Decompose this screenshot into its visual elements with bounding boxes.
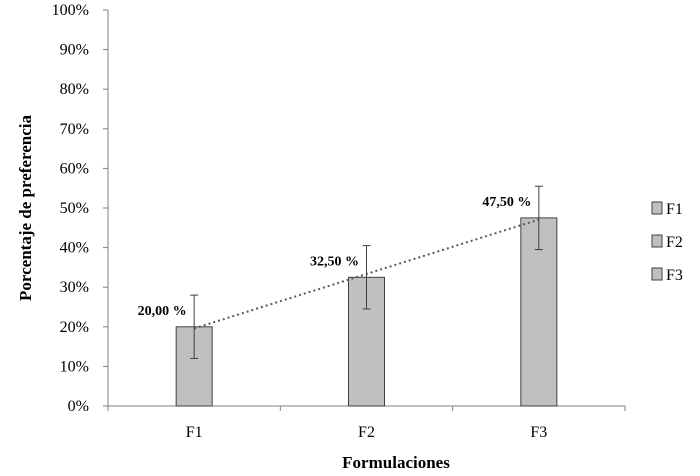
y-tick-label: 80%	[60, 81, 89, 98]
legend: F1 F2 F3	[651, 201, 683, 284]
y-tick-label: 100%	[52, 2, 89, 19]
y-axis-title: Porcentaje de preferencia	[16, 115, 35, 301]
y-tick-label: 50%	[60, 200, 89, 217]
x-tick-label: F1	[186, 424, 203, 441]
y-tick-label: 10%	[60, 358, 89, 375]
y-axis-ticks: 0% 10% 20% 30% 40% 50% 60% 70% 80% 90% 100%	[52, 2, 108, 415]
legend-label: F2	[666, 234, 683, 251]
x-tick-label: F3	[530, 424, 547, 441]
legend-swatch	[651, 201, 663, 215]
y-tick-label: 70%	[60, 121, 89, 138]
error-bars-group	[190, 185, 543, 359]
x-axis-title: Formulaciones	[342, 453, 450, 472]
data-label: 20,00 %	[138, 304, 187, 319]
x-tick-label: F2	[358, 424, 375, 441]
y-tick-label: 40%	[60, 240, 89, 257]
y-tick-label: 20%	[60, 319, 89, 336]
bar	[175, 326, 213, 407]
y-tick-label: 0%	[68, 398, 89, 415]
y-tick-label: 90%	[60, 42, 89, 59]
y-tick-label: 60%	[60, 160, 89, 177]
data-label: 32,50 %	[310, 254, 359, 269]
legend-label: F3	[666, 267, 683, 284]
data-labels-group: 20,00 % 32,50 % 47,50 %	[138, 195, 532, 319]
data-label: 47,50 %	[482, 195, 531, 210]
legend-label: F1	[666, 201, 683, 218]
y-tick-label: 30%	[60, 279, 89, 296]
x-axis-ticks: F1 F2 F3	[107, 406, 626, 441]
legend-swatch	[651, 234, 663, 248]
bar	[348, 276, 385, 407]
legend-swatch	[651, 267, 663, 281]
